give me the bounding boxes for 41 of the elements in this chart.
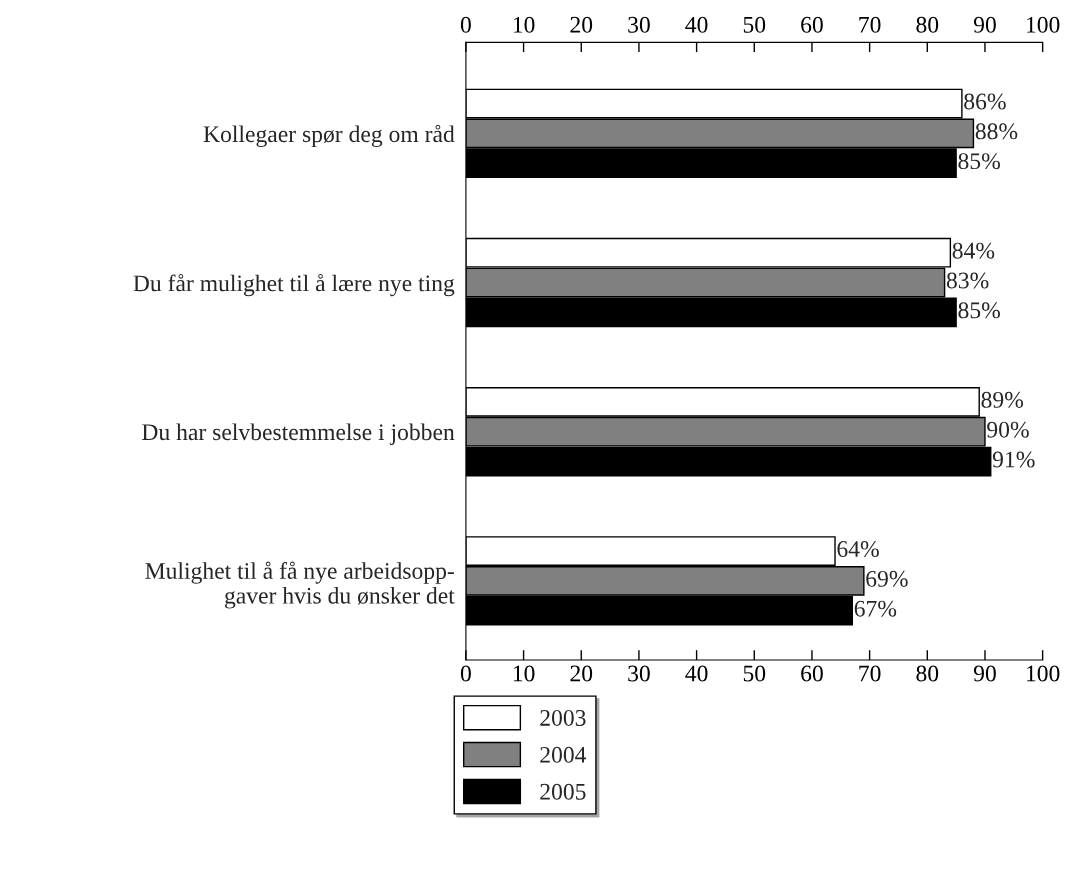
- y-tick-label: Du får mulighet til å lære nye ting: [133, 274, 455, 297]
- x-tick-label: 90: [973, 665, 996, 682]
- x-tick-label: 0: [460, 665, 471, 682]
- x2-tick-label: 90: [973, 16, 996, 33]
- y-tick-label: Du har selvbestemmelse i jobben: [142, 423, 455, 445]
- x2-tick-label: 0: [460, 16, 471, 33]
- data-label: 85%: [958, 302, 1000, 319]
- data-label: 90%: [987, 421, 1029, 438]
- x-tick-label: 50: [743, 665, 766, 682]
- data-label: 85%: [958, 153, 1000, 170]
- x2-tick-label: 50: [743, 16, 766, 33]
- x-tick-label: 70: [859, 665, 881, 682]
- legend-label: 2003: [540, 709, 586, 726]
- y-tick-label: Kollegaer spør deg om råd: [203, 124, 455, 148]
- data-label: 64%: [837, 541, 879, 558]
- x2-tick-label: 80: [916, 16, 939, 33]
- data-label: 67%: [854, 600, 897, 617]
- data-label: 91%: [992, 451, 1035, 468]
- x-tick-label: 30: [628, 665, 650, 682]
- data-label: 86%: [964, 93, 1006, 110]
- x-tick-label: 60: [801, 665, 823, 682]
- x2-tick-label: 70: [859, 16, 881, 33]
- x2-tick-label: 20: [570, 16, 593, 33]
- data-label: 83%: [946, 272, 989, 289]
- x-tick-label: 20: [570, 665, 593, 682]
- data-label: 69%: [866, 570, 908, 587]
- data-label: 89%: [981, 391, 1024, 408]
- x-tick-label: 80: [916, 665, 939, 682]
- x2-tick-label: 10: [513, 16, 535, 33]
- legend-label: 2004: [540, 746, 587, 763]
- y-tick-label: Mulighet til å få nye arbeidsopp- gaver hvis du ønsker det: [145, 561, 455, 609]
- x2-tick-label: 40: [685, 16, 708, 33]
- x-tick-label: 40: [685, 665, 708, 682]
- x2-tick-label: 60: [801, 16, 823, 33]
- x-tick-label: 10: [513, 665, 535, 682]
- x-tick-label: 100: [1027, 665, 1060, 682]
- x2-tick-label: 100: [1027, 16, 1060, 33]
- data-label: 88%: [975, 123, 1018, 140]
- data-label: 84%: [952, 242, 995, 259]
- x2-tick-label: 30: [628, 16, 650, 33]
- legend-label: 2005: [540, 783, 586, 800]
